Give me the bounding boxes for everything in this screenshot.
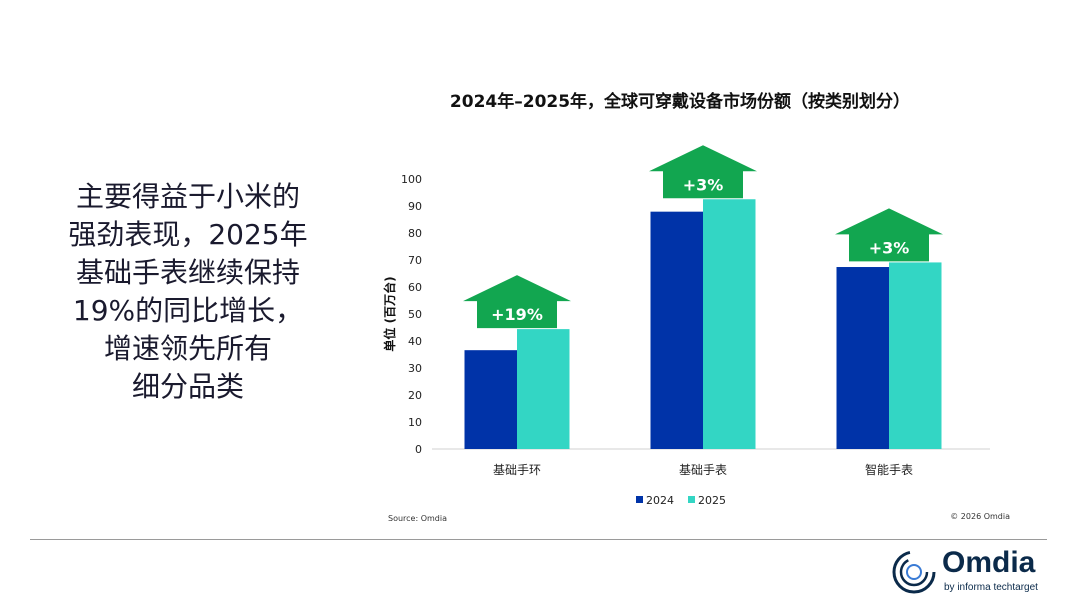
headline-line: 增速领先所有 [103, 332, 272, 365]
y-tick-label: 80 [408, 227, 422, 240]
y-tick-label: 100 [401, 173, 422, 186]
headline-line: 强劲表现，2025年 [68, 218, 308, 251]
headline-text: 主要得益于小米的 强劲表现，2025年 基础手表继续保持 19%的同比增长， 增… [40, 178, 336, 406]
omdia-logo: Omdia by informa techtarget [890, 546, 1060, 598]
headline-line: 主要得益于小米的 [75, 180, 300, 213]
y-tick-label: 30 [408, 362, 422, 375]
growth-label: +3% [683, 175, 724, 194]
y-axis-label: 单位 (百万台) [382, 276, 397, 351]
legend-label: 2024 [646, 494, 674, 507]
x-tick-label: 基础手环 [493, 463, 541, 477]
y-tick-label: 10 [408, 416, 422, 429]
headline-line: 19%的同比增长， [72, 294, 304, 327]
bar-2025 [703, 199, 756, 449]
bar-2024 [650, 211, 703, 449]
y-tick-label: 50 [408, 308, 422, 321]
y-tick-label: 40 [408, 335, 422, 348]
x-tick-label: 基础手表 [679, 463, 727, 477]
omdia-logo-icon [892, 550, 936, 594]
bar-chart: 2024年–2025年，全球可穿戴设备市场份额（按类别划分） 单位 (百万台) … [382, 91, 1010, 523]
bar-2024 [836, 267, 889, 449]
y-tick-label: 60 [408, 281, 422, 294]
legend-swatch-2025 [688, 496, 695, 503]
headline-line: 细分品类 [131, 370, 244, 403]
growth-label: +19% [491, 305, 543, 324]
legend-label: 2025 [698, 494, 726, 507]
footer-divider [30, 539, 1047, 540]
y-tick-label: 70 [408, 254, 422, 267]
bar-2025 [889, 262, 942, 449]
logo-tagline: by informa techtarget [944, 582, 1038, 593]
logo-wordmark: Omdia [942, 546, 1036, 579]
copyright-note: © 2026 Omdia [950, 512, 1010, 521]
headline-line: 基础手表继续保持 [75, 256, 300, 289]
growth-label: +3% [869, 238, 910, 257]
growth-arrow-icon [463, 275, 571, 329]
growth-arrow-icon [835, 208, 943, 262]
y-tick-label: 90 [408, 200, 422, 213]
legend-swatch-2024 [636, 496, 643, 503]
y-tick-label: 20 [408, 389, 422, 402]
bar-2024 [464, 350, 517, 449]
bar-2025 [517, 329, 570, 449]
y-tick-label: 0 [415, 443, 422, 456]
chart-title: 2024年–2025年，全球可穿戴设备市场份额（按类别划分） [450, 91, 910, 112]
growth-arrow-icon [649, 145, 757, 199]
x-tick-label: 智能手表 [865, 462, 913, 477]
source-note: Source: Omdia [388, 514, 447, 523]
